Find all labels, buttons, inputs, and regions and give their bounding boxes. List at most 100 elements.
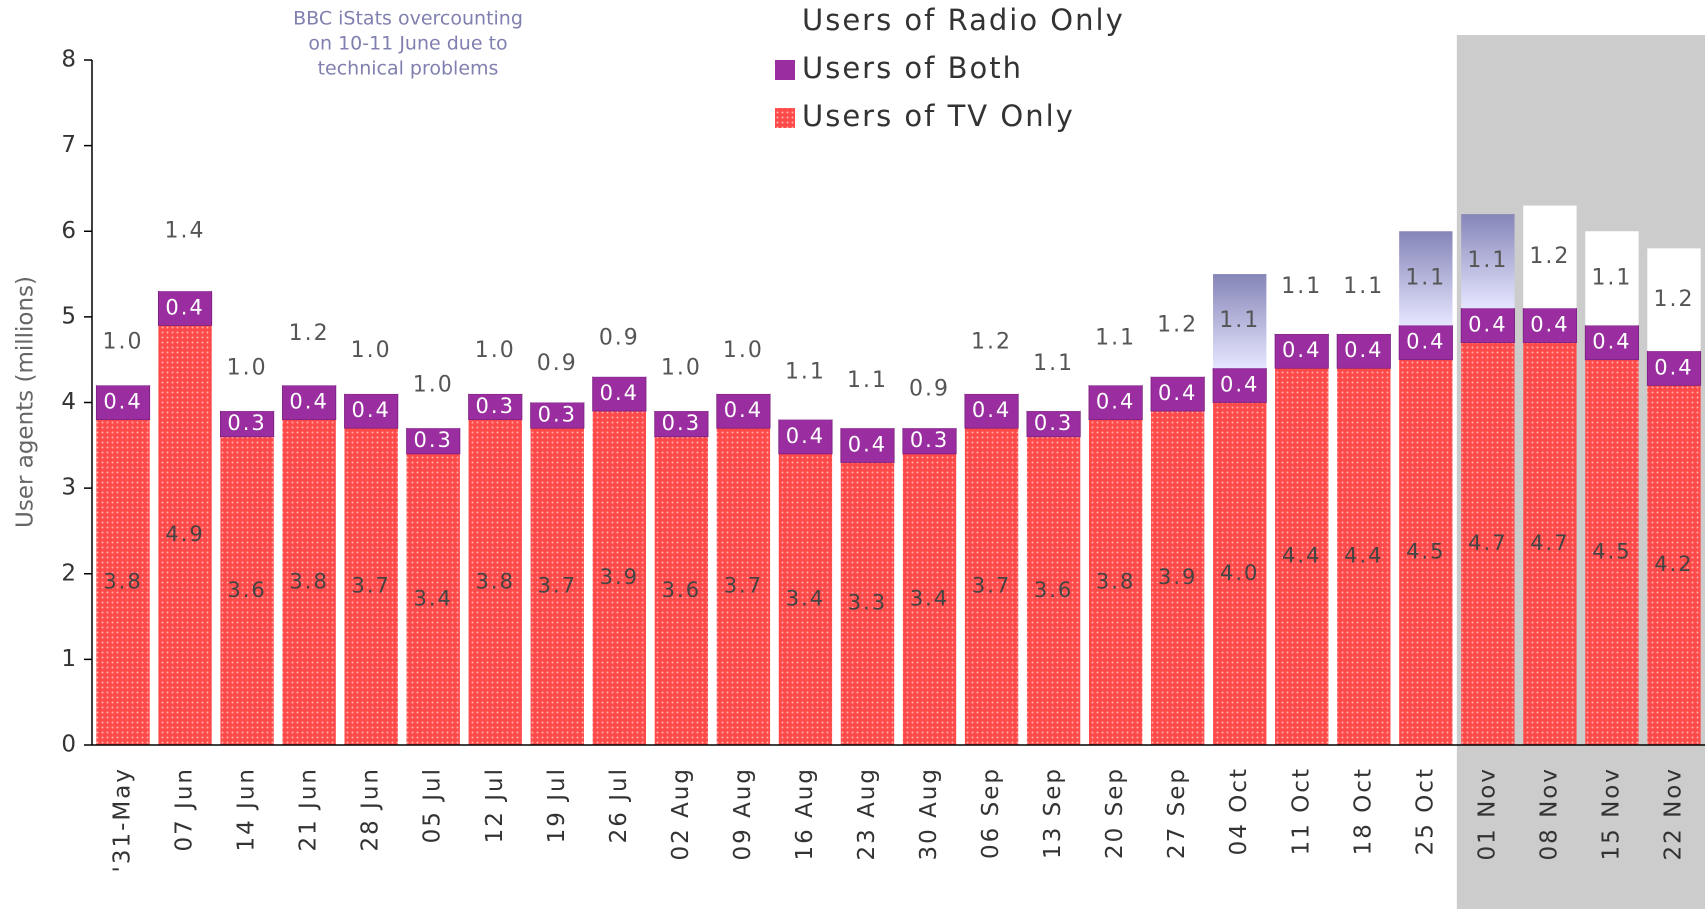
bar-segment	[1150, 274, 1205, 377]
data-label: 3.6	[662, 578, 701, 602]
bar-segment	[778, 453, 833, 745]
annotation: technical problems	[318, 58, 499, 80]
data-label: 0.3	[1034, 411, 1073, 435]
bar-segment	[1275, 368, 1329, 745]
data-label: 0.3	[227, 411, 266, 435]
data-label: 0.9	[599, 325, 640, 350]
x-tick-label: 04 Oct	[1226, 767, 1252, 855]
data-label: 4.5	[1406, 539, 1445, 563]
bar-segment	[282, 282, 336, 386]
y-tick-label: 5	[61, 303, 76, 329]
bar-segment	[220, 436, 274, 745]
bar-segment	[840, 462, 895, 745]
data-label: 1.1	[1343, 274, 1384, 299]
data-label: 0.4	[1406, 330, 1445, 354]
y-axis-label: User agents (millions)	[13, 276, 39, 528]
data-label: 3.9	[1158, 565, 1197, 589]
bar-segment	[902, 427, 957, 455]
x-tick-label: 26 Jul	[606, 767, 632, 843]
bar-segment	[1585, 231, 1639, 326]
data-label: 3.7	[724, 574, 763, 598]
bar-layer	[95, 171, 1702, 745]
bar-segment	[220, 325, 274, 412]
bar-segment	[1646, 350, 1702, 386]
data-label: 1.1	[1405, 265, 1446, 290]
data-label: 3.4	[786, 586, 825, 610]
bar-segment	[902, 351, 957, 429]
data-label: 4.4	[1282, 544, 1321, 568]
bar-segment	[716, 393, 771, 429]
data-label: 1.0	[475, 338, 516, 363]
bar-segment	[282, 419, 336, 745]
data-label: 3.8	[289, 569, 328, 593]
data-label: 0.4	[972, 398, 1011, 422]
y-tick-label: 6	[61, 218, 76, 244]
bar-segment	[778, 325, 833, 420]
data-label: 0.4	[289, 390, 328, 414]
bar-segment	[1213, 402, 1267, 745]
data-label: 4.7	[1468, 531, 1507, 555]
data-label: 1.1	[1281, 274, 1322, 299]
data-label: 0.3	[414, 428, 453, 452]
data-label: 1.1	[1095, 325, 1136, 350]
label-layer: 3.8 0.4 1.0 '31-May 4.9 0.4 1.4 07 Jun 3.6 0.3 1.0…	[91, 3, 1705, 872]
bar-segment	[840, 427, 895, 463]
x-tick-label: 21 Jun	[296, 767, 322, 852]
data-label: 0.3	[662, 411, 701, 435]
bar-segment	[592, 411, 647, 745]
bar-segment	[1585, 359, 1639, 745]
bar-segment	[1026, 316, 1081, 412]
data-label: 0.4	[1344, 338, 1383, 362]
bar-segment	[654, 436, 709, 745]
bar-segment	[592, 299, 647, 377]
bar-segment	[840, 334, 895, 429]
bar-segment	[1150, 376, 1205, 412]
x-tick-label: 01 Nov	[1474, 767, 1500, 860]
bar-segment	[964, 291, 1019, 394]
data-label: 0.4	[786, 424, 825, 448]
data-label: 3.4	[414, 586, 453, 610]
bar-segment	[1461, 342, 1515, 745]
bar-segment	[406, 342, 460, 429]
data-label: 3.3	[848, 591, 887, 615]
bar-segment	[96, 419, 150, 745]
data-label: 0.9	[909, 377, 950, 402]
bar-segment	[95, 384, 151, 421]
bar-segment	[344, 428, 398, 745]
x-tick-label: 18 Oct	[1350, 767, 1376, 855]
bar-segment	[1647, 248, 1701, 352]
bar-segment	[282, 384, 337, 421]
bar-segment	[96, 299, 150, 386]
bar-segment	[406, 427, 461, 455]
y-tick-label: 3	[61, 475, 76, 501]
legend-label: Users of Both	[802, 51, 1023, 85]
x-tick-label: 28 Jun	[358, 767, 384, 852]
bar-segment	[964, 393, 1019, 429]
data-label: 0.9	[537, 351, 578, 376]
bar-segment	[716, 428, 771, 745]
legend-swatch	[775, 108, 795, 128]
x-tick-label: 12 Jul	[482, 767, 508, 843]
bar-segment	[654, 325, 709, 412]
data-label: 3.8	[476, 569, 515, 593]
x-tick-label: 27 Sep	[1164, 767, 1190, 859]
x-tick-label: 15 Nov	[1598, 767, 1624, 860]
data-label: 0.4	[1282, 338, 1321, 362]
data-label: 0.4	[1468, 312, 1507, 336]
data-label: 1.0	[351, 338, 392, 363]
bar-segment	[1584, 325, 1640, 361]
legend-swatch	[775, 60, 795, 80]
data-label: 0.4	[724, 398, 763, 422]
bar-segment	[220, 410, 275, 438]
data-label: 1.1	[1591, 265, 1632, 290]
x-tick-label: 20 Sep	[1102, 767, 1128, 859]
x-tick-label: '31-May	[110, 767, 136, 872]
data-label: 3.7	[972, 574, 1011, 598]
bar-segment	[1523, 342, 1577, 745]
bar-segment	[1026, 410, 1081, 438]
grid-layer: 0 1 2 3 4 5 6 7 8	[61, 47, 92, 758]
x-tick-label: 08 Nov	[1536, 767, 1562, 860]
bar-segment	[1088, 291, 1143, 386]
x-tick-label: 25 Oct	[1412, 767, 1438, 855]
y-tick-label: 1	[61, 646, 76, 672]
